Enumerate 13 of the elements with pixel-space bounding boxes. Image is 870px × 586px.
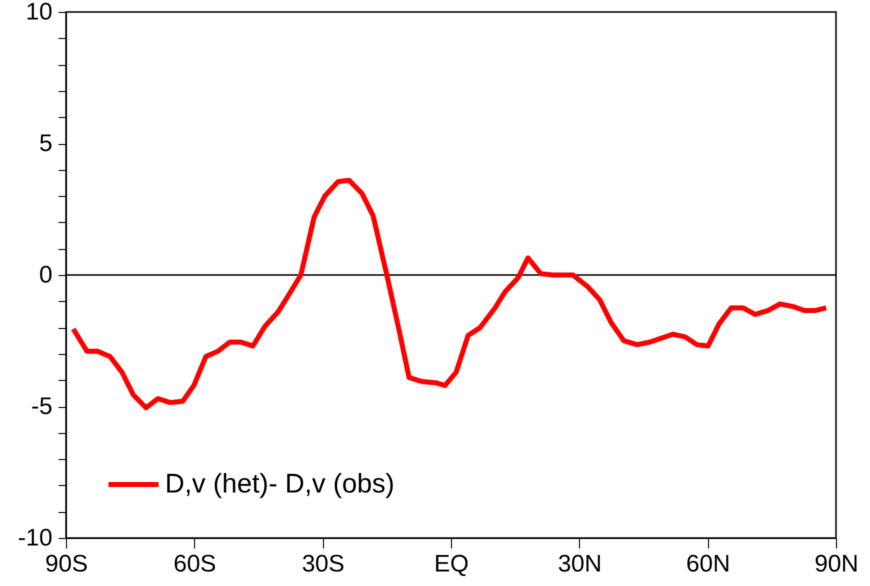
legend-label: D,v (het)- D,v (obs) [165,468,395,498]
y-tick-label: 5 [39,130,52,157]
x-tick-label: 90N [814,550,859,578]
x-tick-label: 30N [558,550,602,578]
x-tick-label: 60S [173,550,216,578]
y-tick-label: -5 [31,393,52,420]
y-tick-label: 10 [26,0,52,26]
y-tick-label: 0 [39,262,52,288]
y-tick-label: -10 [18,524,52,552]
x-tick-label: EQ [434,550,469,578]
x-tick-label: 60N [686,550,730,578]
x-tick-label: 30S [302,550,345,578]
x-tick-label: 90S [45,550,88,578]
